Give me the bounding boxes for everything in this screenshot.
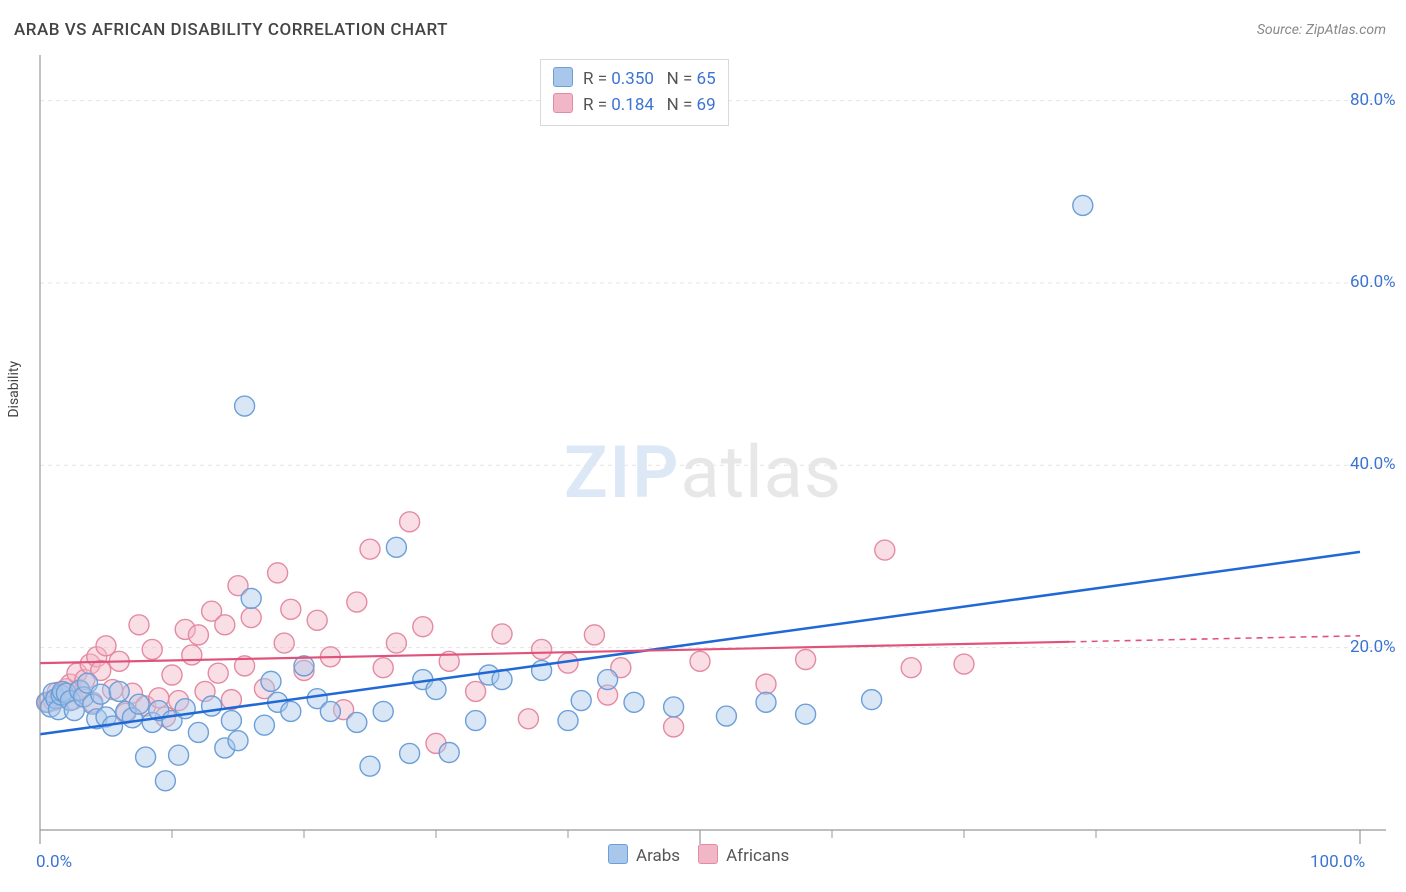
legend-r-label: R = (583, 95, 611, 115)
arabs-point (136, 747, 156, 767)
arabs-point (386, 537, 406, 557)
legend-n-value: 65 (697, 69, 716, 89)
africans-point (532, 639, 552, 659)
africans-trendline-extrapolated (1070, 636, 1360, 642)
arabs-point (400, 743, 420, 763)
arabs-point (571, 691, 591, 711)
arabs-point (439, 743, 459, 763)
africans-point (400, 512, 420, 532)
africans-point (182, 645, 202, 665)
legend-n-label: N = (667, 69, 697, 89)
legend-r-label: R = (583, 69, 611, 89)
africans-point (413, 617, 433, 637)
africans-point (281, 599, 301, 619)
africans-point (954, 654, 974, 674)
arabs-point (796, 704, 816, 724)
arabs-point (373, 701, 393, 721)
africans-point (690, 651, 710, 671)
africans-point (188, 625, 208, 645)
legend-row-arabs: R = 0.350 N = 65 (553, 66, 716, 92)
africans-point (518, 709, 538, 729)
arabs-point (254, 715, 274, 735)
africans-point (373, 658, 393, 678)
legend-swatch-africans (698, 844, 718, 864)
africans-point (796, 650, 816, 670)
arabs-point (716, 706, 736, 726)
y-tick-label: 80.0% (1350, 90, 1396, 110)
y-tick-label: 60.0% (1350, 272, 1396, 292)
arabs-point (241, 588, 261, 608)
africans-point (129, 615, 149, 635)
series-legend: Arabs Africans (590, 844, 789, 866)
africans-point (347, 592, 367, 612)
arabs-point (862, 690, 882, 710)
legend-row-africans: R = 0.184 N = 69 (553, 92, 716, 118)
africans-point (215, 615, 235, 635)
africans-point (208, 663, 228, 683)
africans-point (274, 633, 294, 653)
chart-container: ARAB VS AFRICAN DISABILITY CORRELATION C… (0, 0, 1406, 892)
africans-point (241, 608, 261, 628)
arabs-point (169, 745, 189, 765)
arabs-point (598, 670, 618, 690)
arabs-point (129, 694, 149, 714)
africans-point (901, 658, 921, 678)
africans-point (268, 563, 288, 583)
arabs-point (188, 722, 208, 742)
arabs-point (228, 731, 248, 751)
arabs-point (155, 771, 175, 791)
africans-point (142, 639, 162, 659)
arabs-point (202, 696, 222, 716)
legend-r-value: 0.350 (611, 69, 654, 89)
africans-point (875, 540, 895, 560)
y-tick-label: 20.0% (1350, 637, 1396, 657)
africans-point (492, 624, 512, 644)
arabs-point (664, 697, 684, 717)
africans-point (466, 681, 486, 701)
arabs-point (109, 681, 129, 701)
arabs-point (1073, 195, 1093, 215)
legend-n-label: N = (667, 95, 697, 115)
africans-point (664, 717, 684, 737)
legend-label-africans: Africans (726, 846, 789, 866)
y-tick-label: 40.0% (1350, 454, 1396, 474)
arabs-point (624, 692, 644, 712)
legend-swatch-arabs (608, 844, 628, 864)
legend-swatch-africans (553, 93, 573, 113)
legend-r-value: 0.184 (611, 95, 654, 115)
legend-label-arabs: Arabs (636, 846, 680, 866)
scatter-plot (0, 0, 1406, 892)
correlation-legend: R = 0.350 N = 65R = 0.184 N = 69 (540, 59, 729, 126)
africans-point (307, 610, 327, 630)
africans-point (360, 539, 380, 559)
africans-point (386, 633, 406, 653)
arabs-point (347, 712, 367, 732)
arabs-point (360, 756, 380, 776)
arabs-point (426, 680, 446, 700)
africans-point (162, 665, 182, 685)
arabs-point (320, 701, 340, 721)
arabs-point (558, 711, 578, 731)
arabs-point (756, 692, 776, 712)
arabs-point (91, 684, 111, 704)
africans-point (756, 674, 776, 694)
arabs-point (261, 671, 281, 691)
arabs-point (235, 396, 255, 416)
x-tick-label-min: 0.0% (36, 852, 72, 872)
arabs-point (466, 711, 486, 731)
africans-point (584, 625, 604, 645)
legend-swatch-arabs (553, 67, 573, 87)
arabs-point (221, 711, 241, 731)
x-tick-label-max: 100.0% (1310, 852, 1365, 872)
legend-n-value: 69 (697, 95, 716, 115)
arabs-point (281, 701, 301, 721)
